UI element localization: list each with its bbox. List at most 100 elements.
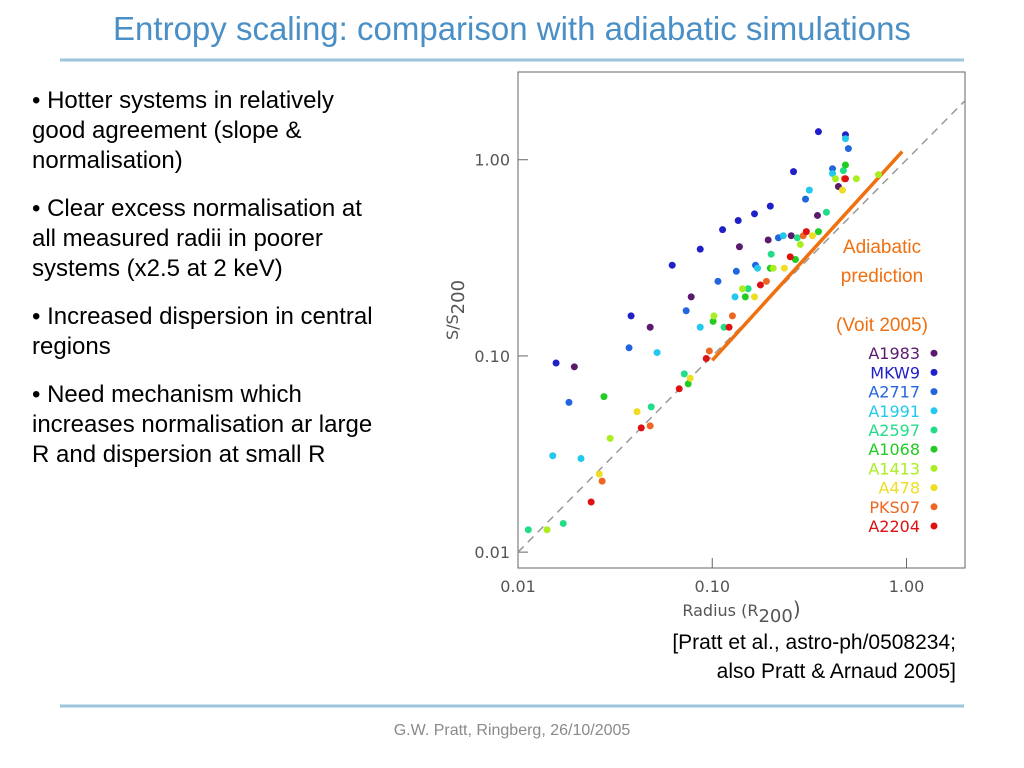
annotation: prediction — [841, 266, 923, 287]
data-point — [627, 312, 635, 320]
legend-label: A478 — [879, 479, 920, 498]
data-point — [675, 385, 683, 393]
plot-frame — [517, 71, 966, 569]
data-point — [808, 232, 816, 240]
data-point — [709, 317, 717, 325]
data-point — [732, 267, 740, 275]
y-tick-label: 1.00 — [474, 151, 510, 170]
data-point — [720, 323, 728, 331]
data-point — [839, 167, 847, 175]
data-point — [725, 323, 733, 331]
data-point — [647, 403, 655, 411]
data-point — [600, 393, 608, 401]
data-point — [625, 344, 633, 352]
annotation: (Voit 2005) — [836, 315, 928, 336]
bullet-list: Hotter systems in relatively good agreem… — [32, 86, 392, 488]
adiabatic-line — [710, 150, 904, 362]
data-point — [552, 359, 560, 367]
data-point — [646, 323, 654, 331]
data-point — [832, 175, 840, 183]
legend-swatch — [930, 388, 938, 396]
data-point — [767, 250, 775, 258]
citation-line: also Pratt & Arnaud 2005] — [716, 660, 956, 683]
data-point — [570, 363, 578, 371]
data-point — [735, 243, 743, 251]
data-point — [738, 285, 746, 293]
data-point — [714, 277, 722, 285]
data-point — [595, 470, 603, 478]
legend-swatch — [930, 464, 938, 472]
data-point — [702, 355, 710, 363]
data-point — [741, 293, 749, 301]
y-axis-label: S/S200 — [443, 280, 469, 340]
slide-title: Entropy scaling: comparison with adiabat… — [113, 10, 911, 47]
data-point — [769, 264, 777, 272]
legend-label: A1413 — [868, 459, 920, 478]
data-point — [751, 293, 759, 301]
data-point — [841, 161, 849, 169]
x-axis-label: Radius (R200) — [682, 597, 800, 627]
data-point — [565, 398, 573, 406]
data-point — [802, 228, 810, 236]
footer: G.W. Pratt, Ringberg, 26/10/2005 — [393, 722, 631, 739]
data-point — [728, 312, 736, 320]
y-tick-label: 0.01 — [474, 543, 510, 562]
data-point — [813, 211, 821, 219]
data-point — [687, 293, 695, 301]
data-point — [751, 210, 759, 218]
data-point — [766, 202, 774, 210]
legend-swatch — [930, 484, 938, 492]
data-point — [680, 370, 688, 378]
data-point — [646, 422, 654, 430]
legend-swatch — [930, 426, 938, 434]
data-point — [764, 236, 772, 244]
data-point — [559, 519, 567, 527]
data-point — [696, 245, 704, 253]
data-point — [668, 261, 676, 269]
data-point — [543, 526, 551, 534]
data-point — [829, 170, 837, 178]
data-point — [852, 175, 860, 183]
bullet: Increased dispersion in central regions — [32, 302, 392, 362]
data-point — [710, 312, 718, 320]
data-point — [696, 323, 704, 331]
data-point — [705, 347, 713, 355]
plot-area — [518, 100, 965, 553]
data-point — [684, 380, 692, 388]
data-point — [682, 307, 690, 315]
data-point — [841, 175, 849, 183]
legend-label: A2204 — [868, 517, 920, 536]
data-point — [549, 452, 557, 460]
data-point — [686, 374, 694, 382]
x-label-part: Radius (R — [682, 601, 758, 620]
legend-swatch — [930, 522, 938, 530]
data-point — [731, 293, 739, 301]
legend-label: A1068 — [868, 440, 920, 459]
x-tick-label: 1.00 — [889, 577, 925, 596]
data-point — [653, 349, 661, 357]
data-point — [779, 232, 787, 240]
legend-label: MKW9 — [870, 363, 920, 382]
data-point — [756, 281, 764, 289]
legend-label: A1991 — [868, 402, 920, 421]
data-point — [524, 526, 532, 534]
data-point — [734, 217, 742, 225]
legend-label: PKS07 — [869, 498, 920, 517]
citation-line: [Pratt et al., astro-ph/0508234; — [672, 631, 956, 654]
data-point — [744, 285, 752, 293]
y-label-part: S/S — [443, 314, 462, 340]
data-point — [874, 171, 882, 179]
data-point — [802, 195, 810, 203]
x-label-part: ) — [793, 597, 801, 621]
x-tick-label: 0.10 — [694, 577, 730, 596]
data-point — [796, 240, 804, 248]
data-point — [814, 128, 822, 136]
data-point — [805, 186, 813, 194]
data-point — [577, 455, 585, 463]
data-point — [822, 208, 830, 216]
data-point — [587, 498, 595, 506]
x-label-sub: 200 — [758, 606, 792, 627]
data-point — [793, 234, 801, 242]
